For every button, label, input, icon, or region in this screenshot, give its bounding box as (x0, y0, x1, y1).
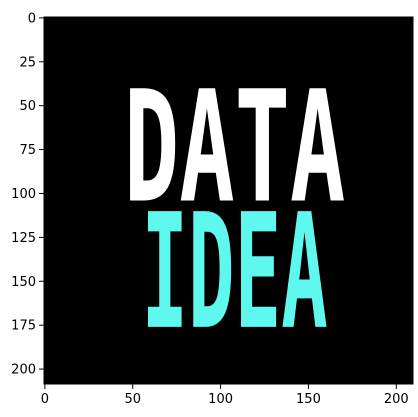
y-tick-label: 50 (19, 99, 36, 114)
y-tick-label: 125 (11, 231, 36, 246)
image-text: IDEA (142, 181, 328, 365)
x-tick-label: 0 (41, 392, 49, 407)
image-text: DATA (124, 59, 345, 238)
x-tick-label: 50 (124, 392, 141, 407)
y-tick-label: 75 (19, 143, 36, 158)
y-tick-label: 175 (11, 319, 36, 334)
x-tick-label: 200 (384, 392, 409, 407)
x-tick-label: 150 (296, 392, 321, 407)
y-tick-label: 25 (19, 55, 36, 70)
x-tick-label: 100 (208, 392, 233, 407)
y-tick-label: 150 (11, 275, 36, 290)
y-tick-label: 100 (11, 187, 36, 202)
axes-frame (43, 16, 414, 385)
y-tick-label: 0 (28, 11, 36, 26)
image (44, 17, 413, 384)
y-tick-label: 200 (11, 363, 36, 378)
